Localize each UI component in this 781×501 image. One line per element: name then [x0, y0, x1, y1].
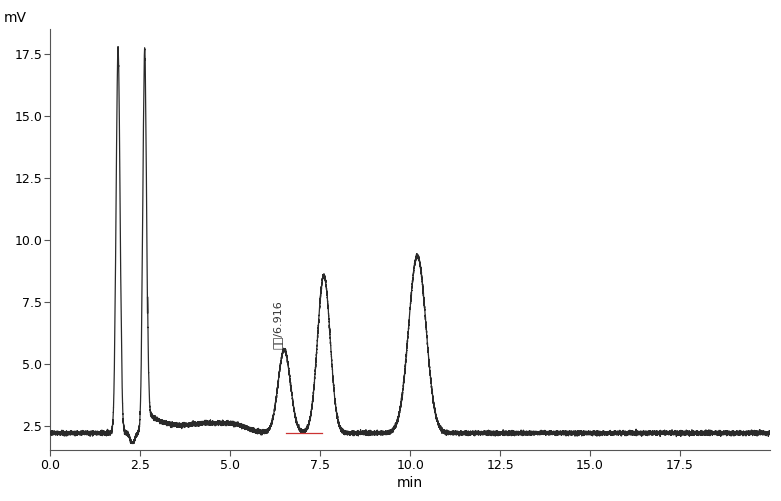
Text: mV: mV [4, 11, 27, 25]
Text: 木糖/6.916: 木糖/6.916 [272, 300, 282, 349]
X-axis label: min: min [397, 476, 423, 490]
